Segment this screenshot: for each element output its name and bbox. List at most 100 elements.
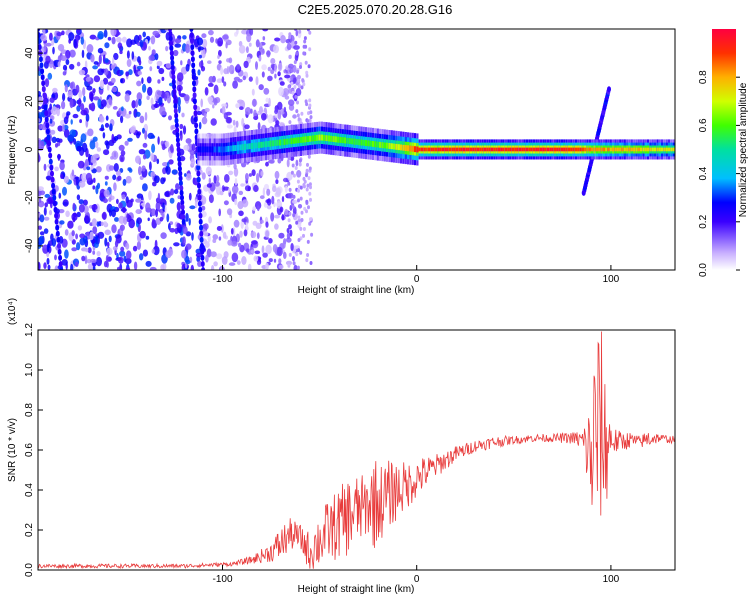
heatmap-cell xyxy=(118,144,125,151)
heatmap-cell xyxy=(150,35,156,45)
heatmap-ridge-cell xyxy=(532,147,535,152)
heatmap-cell xyxy=(307,205,310,210)
heatmap-cell xyxy=(297,75,301,79)
heatmap-cell xyxy=(124,113,131,119)
heatmap-cell xyxy=(247,263,252,270)
heatmap-cell xyxy=(122,178,127,186)
heatmap-cell xyxy=(296,179,300,184)
heatmap-cell xyxy=(288,187,292,192)
heatmap-cell xyxy=(287,42,291,47)
heatmap-axes: -100 0 100 -40 -20 0 20 40 xyxy=(24,47,620,285)
heatmap-cell xyxy=(234,198,238,206)
heatmap-cell xyxy=(142,154,147,160)
heatmap-ridge-cell xyxy=(647,147,650,152)
heatmap-cell xyxy=(59,220,65,225)
heatmap-cell xyxy=(292,199,298,204)
heatmap-cell xyxy=(305,73,309,78)
heatmap-y-tick-label: -40 xyxy=(24,238,35,253)
heatmap-cell xyxy=(306,162,309,167)
heatmap-cell xyxy=(38,186,44,191)
heatmap-cell xyxy=(274,63,277,73)
heatmap-ridge-cell xyxy=(283,139,286,145)
heatmap-cell xyxy=(268,258,273,263)
heatmap-ridge-cell xyxy=(474,147,477,152)
heatmap-cell xyxy=(64,229,69,236)
heatmap-cell xyxy=(112,106,118,110)
heatmap-ridge-cell xyxy=(542,147,545,152)
heatmap-diagonal-cell xyxy=(58,254,63,261)
heatmap-diagonal-cell xyxy=(171,69,176,76)
heatmap-ridge-cell xyxy=(574,147,577,152)
heatmap-cell xyxy=(156,90,163,96)
heatmap-cell xyxy=(62,64,68,71)
heatmap-cell xyxy=(50,106,58,116)
heatmap-ridge-cell xyxy=(306,136,309,142)
heatmap-cell xyxy=(142,249,148,257)
heatmap-ridge-cell xyxy=(467,147,470,152)
heatmap-diagonal-cell xyxy=(173,107,178,114)
heatmap-cell xyxy=(85,113,90,122)
heatmap-ridge-cell xyxy=(355,139,358,145)
heatmap-cell xyxy=(255,61,258,70)
heatmap-cell xyxy=(56,31,63,37)
heatmap-diagonal-cell xyxy=(201,267,206,270)
heatmap-diagonal-cell xyxy=(38,56,43,63)
heatmap-cell xyxy=(78,199,84,205)
heatmap-cell xyxy=(295,88,302,97)
heatmap-cell xyxy=(253,184,259,193)
heatmap-cell xyxy=(230,241,238,247)
heatmap-cell xyxy=(78,97,82,108)
heatmap-cell xyxy=(125,242,130,250)
heatmap-cell xyxy=(274,214,280,219)
heatmap-cell xyxy=(92,65,98,70)
heatmap-cell xyxy=(288,252,292,257)
heatmap-cell xyxy=(121,106,124,112)
heatmap-cell xyxy=(308,103,312,108)
heatmap-ridge-cell xyxy=(337,136,340,143)
heatmap-x-tick-label: 0 xyxy=(414,274,420,285)
heatmap-cell xyxy=(306,183,310,188)
heatmap-cell xyxy=(157,192,161,203)
heatmap-cell xyxy=(90,165,94,170)
heatmap-cell xyxy=(190,158,195,167)
heatmap-ridge-cell xyxy=(644,147,647,152)
heatmap-cell xyxy=(308,30,312,35)
heatmap-ridge-cell xyxy=(490,147,494,152)
heatmap-cell xyxy=(171,169,178,175)
heatmap-cell xyxy=(112,57,115,66)
heatmap-cell xyxy=(174,38,182,44)
heatmap-cell xyxy=(282,240,286,249)
heatmap-ridge-cell xyxy=(320,134,323,141)
heatmap-ridge-cell xyxy=(460,147,463,152)
heatmap-cell xyxy=(61,100,66,110)
heatmap-cell xyxy=(204,87,209,96)
heatmap-diagonal-cell xyxy=(175,136,180,143)
heatmap-ridge-cell xyxy=(227,145,230,152)
heatmap-cell xyxy=(111,209,116,218)
heatmap-cell xyxy=(302,233,305,238)
heatmap-cell xyxy=(70,263,74,270)
heatmap-cell xyxy=(135,198,142,203)
heatmap-cell xyxy=(185,138,192,144)
heatmap-cell xyxy=(278,232,285,239)
heatmap-diagonal-cell xyxy=(172,93,177,100)
heatmap-cell xyxy=(293,45,300,50)
heatmap-cell xyxy=(252,206,257,211)
heatmap-cell xyxy=(292,213,296,218)
heatmap-cell xyxy=(177,96,181,107)
heatmap-cell xyxy=(270,69,275,75)
heatmap-cell xyxy=(250,108,253,114)
heatmap-cell xyxy=(91,218,97,227)
heatmap-cell xyxy=(86,166,91,171)
heatmap-ridge-cell xyxy=(290,138,293,144)
heatmap-cell xyxy=(296,265,300,270)
heatmap-cell xyxy=(77,160,85,169)
heatmap-cell xyxy=(303,36,307,41)
heatmap-cell xyxy=(284,95,290,100)
heatmap-cell xyxy=(243,229,248,237)
heatmap-cell xyxy=(169,228,176,233)
heatmap-cell xyxy=(131,51,135,60)
heatmap-cell xyxy=(290,81,294,86)
heatmap-cell xyxy=(113,52,119,61)
heatmap-ridge-cell xyxy=(222,146,226,153)
